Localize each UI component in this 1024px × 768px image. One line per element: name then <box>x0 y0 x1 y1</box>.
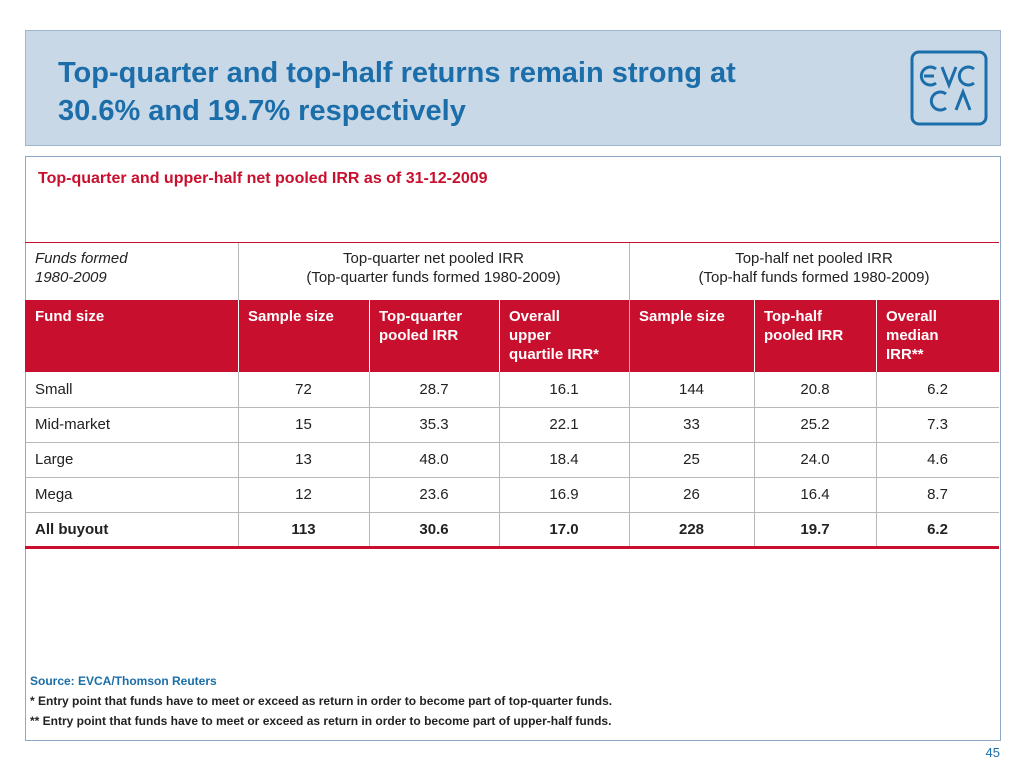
table-cell: 144 <box>678 381 705 398</box>
table-cell: 26 <box>683 486 700 503</box>
source: Source: EVCA/Thomson Reuters <box>30 674 217 688</box>
table-cell: Sample size <box>629 300 754 372</box>
table-cell: 12 <box>295 486 312 503</box>
table-cell: Sample size <box>238 300 369 372</box>
column-header-line: Overall <box>886 308 937 325</box>
table-cell: Top-half pooled IRR <box>754 300 876 372</box>
column-header-line: pooled IRR <box>764 327 844 344</box>
table-cell: 18.4 <box>549 451 579 468</box>
rule <box>754 300 755 372</box>
table-cell: 22.1 <box>549 416 579 433</box>
table-cell: Overall upper quartile IRR* <box>499 300 629 372</box>
column-header-line: Sample size <box>248 308 334 325</box>
table-cell: 48.0 <box>419 451 449 468</box>
table-cell: 72 <box>295 381 312 398</box>
column-header-line: pooled IRR <box>379 327 459 344</box>
column-header-line: IRR** <box>886 346 924 363</box>
group-header-line: 1980-2009 <box>35 269 107 286</box>
table-cell: 25 <box>683 451 700 468</box>
group-header-line: Top-half net pooled IRR <box>735 250 893 267</box>
title-line: 30.6% and 19.7% respectively <box>58 95 466 127</box>
table-cell: 15 <box>295 416 312 433</box>
rule <box>25 442 999 443</box>
rule <box>25 407 999 408</box>
table-cell: 35.3 <box>419 416 449 433</box>
table-cell: All buyout <box>35 521 109 538</box>
table-cell: 6.2 <box>927 521 948 538</box>
table-cell: 30.6 <box>419 521 449 538</box>
title-line: Top-quarter and top-half returns remain … <box>58 57 736 89</box>
group-header-line: (Top-half funds formed 1980-2009) <box>698 269 930 286</box>
table-cell: Fund size <box>25 300 238 372</box>
page-number: 45 <box>985 745 1000 760</box>
table-cell: Mid-market <box>35 416 111 433</box>
table-cell: 7.3 <box>927 416 948 433</box>
table-cell: 13 <box>295 451 312 468</box>
group-header-line: (Top-quarter funds formed 1980-2009) <box>306 269 561 286</box>
slide-title: Top-quarter and top-half returns remain … <box>58 54 736 130</box>
rule <box>369 300 370 372</box>
table-cell: 16.9 <box>549 486 579 503</box>
table-cell: 228 <box>678 521 705 538</box>
table-cell: 20.8 <box>800 381 830 398</box>
rule <box>499 300 500 547</box>
rule <box>25 242 999 243</box>
table-cell: Large <box>35 451 74 468</box>
table-cell: 33 <box>683 416 700 433</box>
rule <box>369 300 370 547</box>
column-header-line: Top-half <box>764 308 823 325</box>
rule <box>238 300 239 372</box>
table-cell: Small <box>35 381 73 398</box>
table-cell: 16.1 <box>549 381 579 398</box>
header-band <box>25 30 1001 146</box>
footnotes: Source: EVCA/Thomson Reuters * Entry poi… <box>30 671 612 731</box>
table-cell: 8.7 <box>927 486 948 503</box>
column-header-line: Top-quarter <box>379 308 463 325</box>
table-subtitle: Top-quarter and upper-half net pooled IR… <box>38 170 488 187</box>
rule <box>754 300 755 547</box>
table-cell: 113 <box>291 521 316 538</box>
rule <box>25 512 999 513</box>
column-header-line: upper <box>509 327 551 344</box>
rule <box>238 242 239 547</box>
table-cell: 16.4 <box>800 486 830 503</box>
rule <box>25 477 999 478</box>
column-header-line: Overall <box>509 308 560 325</box>
logo <box>910 50 988 126</box>
table-cell: Top-quarter pooled IRR <box>369 300 499 372</box>
rule <box>499 300 500 372</box>
rule <box>876 300 877 372</box>
table-cell: 17.0 <box>549 521 579 538</box>
rule <box>876 300 877 547</box>
table-cell: 19.7 <box>800 521 830 538</box>
table-cell: Top-quarter net pooled IRR (Top-quarter f… <box>238 242 629 300</box>
table-cell: Funds formed 1980-2009 <box>25 242 238 300</box>
rule <box>25 546 999 549</box>
table-cell: 25.2 <box>800 416 830 433</box>
table-cell: 6.2 <box>927 381 948 398</box>
table-cell: 28.7 <box>419 381 449 398</box>
footnote: ** Entry point that funds have to meet o… <box>30 714 612 728</box>
column-header-line: Sample size <box>639 308 725 325</box>
table-cell: 23.6 <box>419 486 449 503</box>
column-header-line: Fund size <box>35 308 105 325</box>
table-cell: Mega <box>35 486 73 503</box>
column-header-line: median <box>886 327 939 344</box>
group-header-line: Funds formed <box>35 250 128 267</box>
table-cell: 4.6 <box>927 451 948 468</box>
table-cell: Top-half net pooled IRR (Top-half funds f… <box>629 242 999 300</box>
group-header-line: Top-quarter net pooled IRR <box>343 250 524 267</box>
footnote: * Entry point that funds have to meet or… <box>30 694 613 708</box>
table-cell: Overall median IRR** <box>876 300 999 372</box>
content-panel <box>25 156 1001 741</box>
table-cell: 24.0 <box>800 451 830 468</box>
rule <box>629 242 630 547</box>
column-header-line: quartile IRR* <box>509 346 600 363</box>
